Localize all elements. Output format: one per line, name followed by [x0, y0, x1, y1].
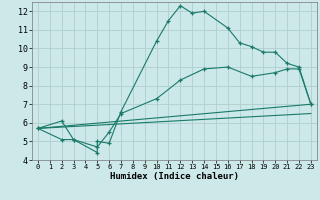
X-axis label: Humidex (Indice chaleur): Humidex (Indice chaleur) — [110, 172, 239, 181]
